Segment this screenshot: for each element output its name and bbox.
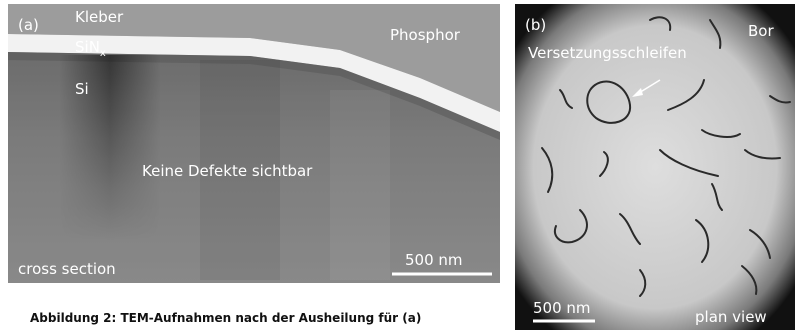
layer-label: Si — [75, 80, 89, 98]
panel-label: (a) — [18, 16, 39, 34]
scale-label: 500 nm — [405, 251, 463, 269]
view-label: plan view — [695, 308, 767, 326]
annotation: Keine Defekte sichtbar — [142, 162, 313, 180]
panel-label: (b) — [525, 16, 546, 34]
caption: Abbildung 2: TEM-Aufnahmen nach der Aush… — [30, 311, 421, 325]
scale-label: 500 nm — [533, 299, 591, 317]
layer-label: Kleber — [75, 8, 124, 26]
annotation: Versetzungsschleifen — [528, 44, 687, 62]
figure: (a) Kleber SiNx Si Phosphor Keine Defekt… — [0, 0, 798, 334]
view-label: cross section — [18, 260, 116, 278]
dopant-label: Phosphor — [390, 26, 461, 44]
dopant-label: Bor — [748, 22, 774, 40]
